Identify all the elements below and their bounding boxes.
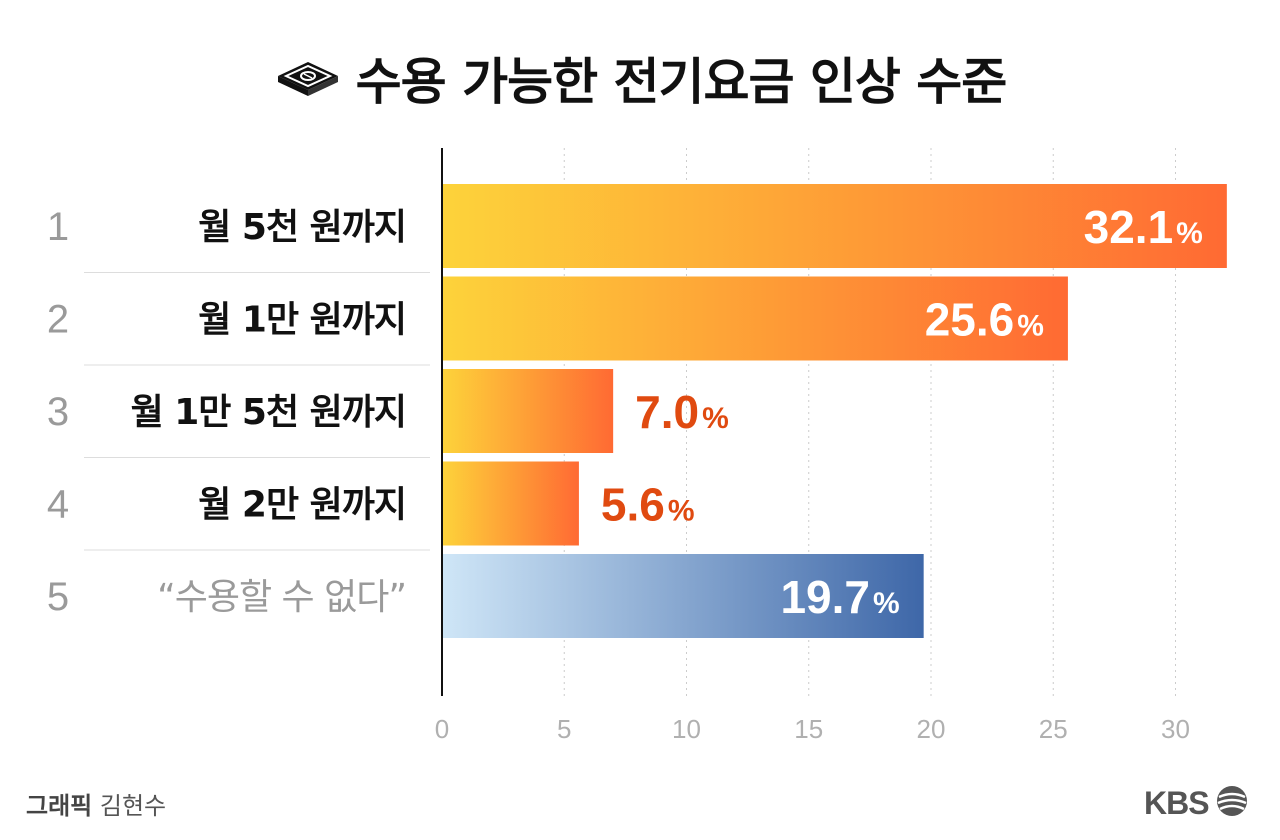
- bar: [442, 554, 924, 638]
- bar: [442, 276, 1068, 361]
- kbs-emblem-icon: [1215, 784, 1249, 822]
- row-separators: [84, 272, 430, 551]
- graphic-credit: 그래픽 김현수: [26, 786, 166, 821]
- x-tick-label: 0: [435, 714, 449, 744]
- x-tick-label: 25: [1039, 714, 1068, 744]
- value-label: 32.1%: [1084, 201, 1203, 253]
- title-row: 수용 가능한 전기요금 인상 수준: [0, 38, 1280, 118]
- x-tick-label: 15: [794, 714, 823, 744]
- rank-label: 4: [47, 483, 69, 527]
- kbs-logo-text: KBS: [1144, 784, 1210, 821]
- x-tick-label: 20: [917, 714, 946, 744]
- value-label: 7.0%: [635, 386, 729, 438]
- value-label: 5.6%: [601, 479, 695, 531]
- category-label: 월 2만 원까지: [198, 485, 406, 526]
- value-label: 19.7%: [780, 571, 899, 623]
- bar: [442, 461, 579, 546]
- kbs-logo: KBS: [1144, 784, 1249, 822]
- x-tick-label: 30: [1161, 714, 1190, 744]
- category-label: 월 1만 5천 원까지: [131, 392, 406, 433]
- money-stack-icon: [274, 54, 342, 102]
- category-label: 월 1만 원까지: [198, 300, 406, 341]
- bar: [442, 369, 614, 453]
- rank-label: 1: [47, 205, 69, 249]
- rank-label: 5: [47, 575, 69, 619]
- x-tick-label: 5: [557, 714, 571, 744]
- rank-label: 2: [47, 298, 69, 342]
- x-tick-labels: 0 5 10 15 20 25 30: [435, 714, 1190, 744]
- category-label: 월 5천 원까지: [198, 207, 406, 248]
- rank-label: 3: [47, 390, 69, 434]
- chart-title: 수용 가능한 전기요금 인상 수준: [355, 53, 1008, 111]
- bars: [442, 184, 1227, 638]
- x-tick-label: 10: [672, 714, 701, 744]
- labels: 1 월 5천 원까지 32.1 % 2 월 1만 원까지 25.6 % 3 월 1만 5천 원까지…: [47, 201, 1203, 623]
- bar: [442, 184, 1227, 268]
- category-label: “수용할 수 없다”: [157, 577, 406, 618]
- credit-role: 그래픽: [26, 792, 93, 820]
- value-label: 25.6%: [925, 294, 1044, 346]
- credit-name: 김현수: [99, 792, 167, 820]
